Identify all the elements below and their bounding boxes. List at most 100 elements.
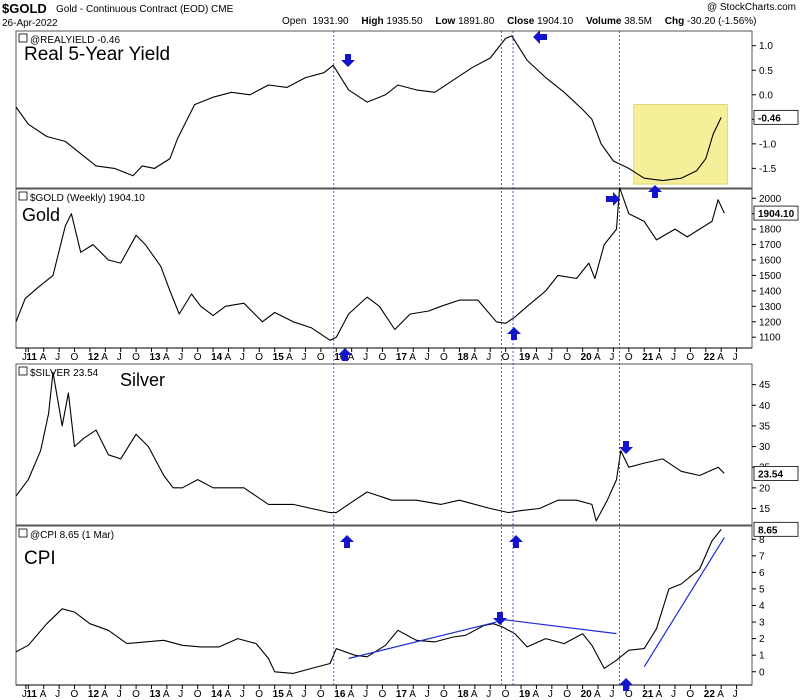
chg-value: -30.20 (-1.56%)	[687, 16, 757, 27]
x-tick-label: O	[194, 352, 202, 363]
x-tick-label: J	[117, 352, 122, 363]
y-tick-label-cpi: 1	[759, 651, 765, 662]
panel-header-gold: $GOLD (Weekly) 1904.10	[30, 193, 145, 204]
x-tick-label: 20	[581, 352, 593, 363]
panel-header-marker-gold	[18, 191, 28, 201]
last-value-label-yield: -0.46	[758, 113, 781, 124]
x-tick-label: O	[317, 352, 325, 363]
x-tick-label: A	[286, 689, 293, 700]
arrow-down-icon	[619, 441, 633, 454]
x-tick-label: J	[363, 689, 368, 700]
chart-date: 26-Apr-2022	[2, 18, 58, 29]
series-line-silver	[15, 371, 725, 522]
x-tick-label: O	[378, 352, 386, 363]
volume-value: 38.5M	[624, 16, 652, 27]
x-tick-label: 12	[88, 352, 100, 363]
y-tick-label-silver: 15	[759, 504, 771, 515]
x-tick-label: O	[686, 689, 694, 700]
y-tick-label-gold: 1500	[759, 271, 782, 282]
last-value-label-gold: 1904.10	[758, 209, 795, 220]
x-tick-label: A	[532, 689, 539, 700]
high-label: High	[361, 16, 384, 27]
y-tick-label-silver: 20	[759, 483, 771, 494]
x-tick-label: A	[40, 352, 47, 363]
x-tick-label: J	[609, 689, 614, 700]
x-tick-label: O	[132, 352, 140, 363]
open-label: Open	[282, 16, 307, 27]
y-tick-label-gold: 1200	[759, 317, 782, 328]
x-tick-label: A	[348, 352, 355, 363]
quote-strip: Open 1931.90 High 1935.50 Low 1891.80 Clo…	[282, 16, 762, 27]
trendline-3	[643, 537, 725, 668]
x-tick-label: O	[317, 689, 325, 700]
x-tick-label: O	[378, 689, 386, 700]
x-tick-label: J	[486, 689, 491, 700]
x-tick-label: A	[717, 352, 724, 363]
x-tick-label: O	[71, 352, 79, 363]
y-tick-label-yield: -1.0	[759, 139, 777, 150]
x-tick-label: A	[717, 689, 724, 700]
x-tick-label: A	[594, 352, 601, 363]
y-tick-label-cpi: 2	[759, 634, 765, 645]
x-tick-label: A	[471, 689, 478, 700]
x-tick-label: J	[425, 352, 430, 363]
x-tick-label: J	[55, 689, 60, 700]
x-tick-label: O	[502, 352, 510, 363]
y-tick-label-gold: 1600	[759, 256, 782, 267]
x-tick-label: O	[563, 352, 571, 363]
x-tick-label: A	[40, 689, 47, 700]
symbol-title: $GOLD	[2, 1, 47, 16]
x-tick-label: A	[471, 352, 478, 363]
y-tick-label-yield: 0.5	[759, 66, 773, 77]
y-tick-label-yield: -1.5	[759, 164, 777, 175]
x-tick-label: A	[532, 352, 539, 363]
x-tick-label: A	[594, 689, 601, 700]
last-value-box-yield	[753, 109, 799, 125]
stockcharts-credit: @ StockCharts.com	[706, 2, 796, 13]
open-value: 1931.90	[312, 16, 349, 27]
arrow-down-icon	[493, 612, 507, 625]
x-tick-label: O	[502, 689, 510, 700]
x-tick-label: O	[563, 689, 571, 700]
x-tick-label: O	[625, 689, 633, 700]
y-tick-label-gold: 1700	[759, 240, 782, 251]
series-line-yield	[15, 35, 722, 182]
x-tick-label: A	[163, 352, 170, 363]
x-tick-label: O	[132, 689, 140, 700]
x-tick-label: 19	[519, 352, 531, 363]
x-tick-label: A	[101, 689, 108, 700]
y-tick-label-cpi: 4	[759, 601, 765, 612]
x-tick-label: 16	[334, 689, 346, 700]
arrow-down-icon	[341, 54, 355, 67]
x-tick-label: 11	[26, 689, 37, 700]
x-tick-label: J	[240, 352, 245, 363]
x-tick-label: A	[656, 689, 663, 700]
arrow-up-icon	[619, 678, 633, 691]
y-tick-label-gold: 1800	[759, 225, 782, 236]
series-line-gold	[15, 186, 725, 341]
panel-title-silver: Silver	[120, 370, 165, 390]
panel-title-yield: Real 5-Year Yield	[24, 44, 170, 65]
x-tick-label: 19	[519, 689, 531, 700]
volume-label: Volume	[586, 16, 622, 27]
x-tick-label: 21	[642, 689, 654, 700]
x-tick-label: J	[548, 352, 553, 363]
x-tick-label: J	[240, 689, 245, 700]
low-label: Low	[435, 16, 456, 27]
arrow-up-icon	[507, 327, 521, 340]
x-tick-label: J	[178, 689, 183, 700]
x-tick-label: O	[255, 689, 263, 700]
x-tick-label: A	[656, 352, 663, 363]
x-tick-label: 22	[704, 689, 716, 700]
y-tick-label-cpi: 8	[759, 535, 765, 546]
series-line-cpi	[15, 528, 722, 674]
y-tick-label-gold: 1100	[759, 333, 781, 344]
low-value: 1891.80	[458, 16, 495, 27]
arrow-up-icon	[338, 348, 352, 361]
y-tick-label-gold: 1300	[759, 302, 782, 313]
panel-frame-silver	[15, 363, 753, 526]
arrow-left-icon	[533, 30, 547, 44]
trendline-1	[348, 621, 497, 660]
panel-header-cpi: @CPI 8.65 (1 Mar)	[30, 530, 114, 541]
